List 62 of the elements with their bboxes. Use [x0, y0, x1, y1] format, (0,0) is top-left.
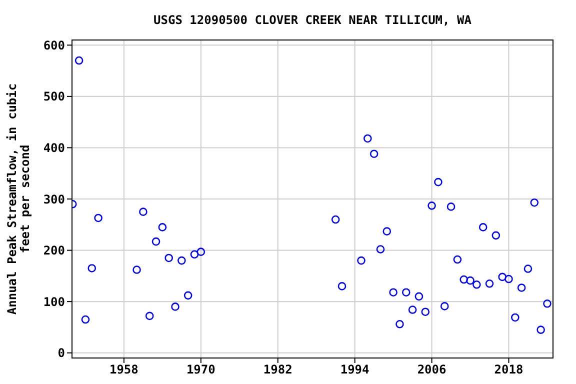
point [453, 255, 462, 264]
y-tick-label: 100 [43, 294, 65, 309]
point [472, 280, 481, 289]
chart-title: USGS 12090500 CLOVER CREEK NEAR TILLICUM, WA [154, 13, 472, 27]
point [88, 264, 96, 272]
y-tick-label: 400 [43, 140, 65, 155]
point [421, 308, 430, 316]
point [492, 231, 500, 240]
point [94, 214, 102, 222]
point [145, 312, 154, 320]
point [382, 227, 392, 236]
point [331, 215, 340, 224]
point [485, 279, 494, 288]
point [338, 282, 346, 290]
point [364, 134, 372, 143]
point [132, 266, 141, 274]
y-axis-title: Annual Peak Streamflow, in cubic feet per second [5, 83, 32, 315]
point [357, 256, 366, 265]
point [530, 198, 539, 207]
x-tick-label: 2018 [494, 362, 524, 377]
y-tick-label: 600 [43, 38, 65, 52]
point [190, 250, 199, 259]
point [196, 248, 206, 256]
x-tick-label: 1970 [186, 362, 216, 377]
point [184, 291, 192, 300]
point [370, 150, 378, 158]
point [376, 245, 385, 254]
x-tick-label: 2006 [417, 362, 446, 377]
point [511, 313, 520, 322]
point [466, 276, 474, 285]
point [536, 326, 545, 334]
point [543, 299, 552, 308]
point [460, 275, 468, 284]
point [434, 178, 442, 186]
y-tick-label: 200 [43, 244, 65, 258]
y-tick-label: 300 [43, 192, 65, 206]
point [504, 274, 513, 284]
point [81, 315, 90, 324]
x-tick-label: 1994 [340, 362, 370, 377]
point [402, 288, 410, 296]
point [396, 320, 404, 328]
y-tick-label: 500 [43, 90, 65, 104]
point [478, 223, 488, 232]
point [428, 202, 436, 210]
point [152, 237, 160, 246]
point [171, 302, 180, 311]
point [139, 208, 148, 216]
point [517, 284, 526, 292]
point [158, 223, 167, 232]
point [408, 306, 417, 314]
x-tick-label: 1982 [263, 362, 292, 377]
point [414, 292, 424, 301]
point [74, 56, 84, 65]
point [498, 272, 506, 282]
point [440, 302, 449, 310]
point [446, 202, 456, 211]
x-tick-label: 1958 [109, 362, 138, 377]
y-tick-label: 0 [58, 346, 65, 360]
point [389, 288, 398, 296]
point [164, 254, 173, 262]
point [178, 256, 186, 265]
point [524, 264, 532, 273]
